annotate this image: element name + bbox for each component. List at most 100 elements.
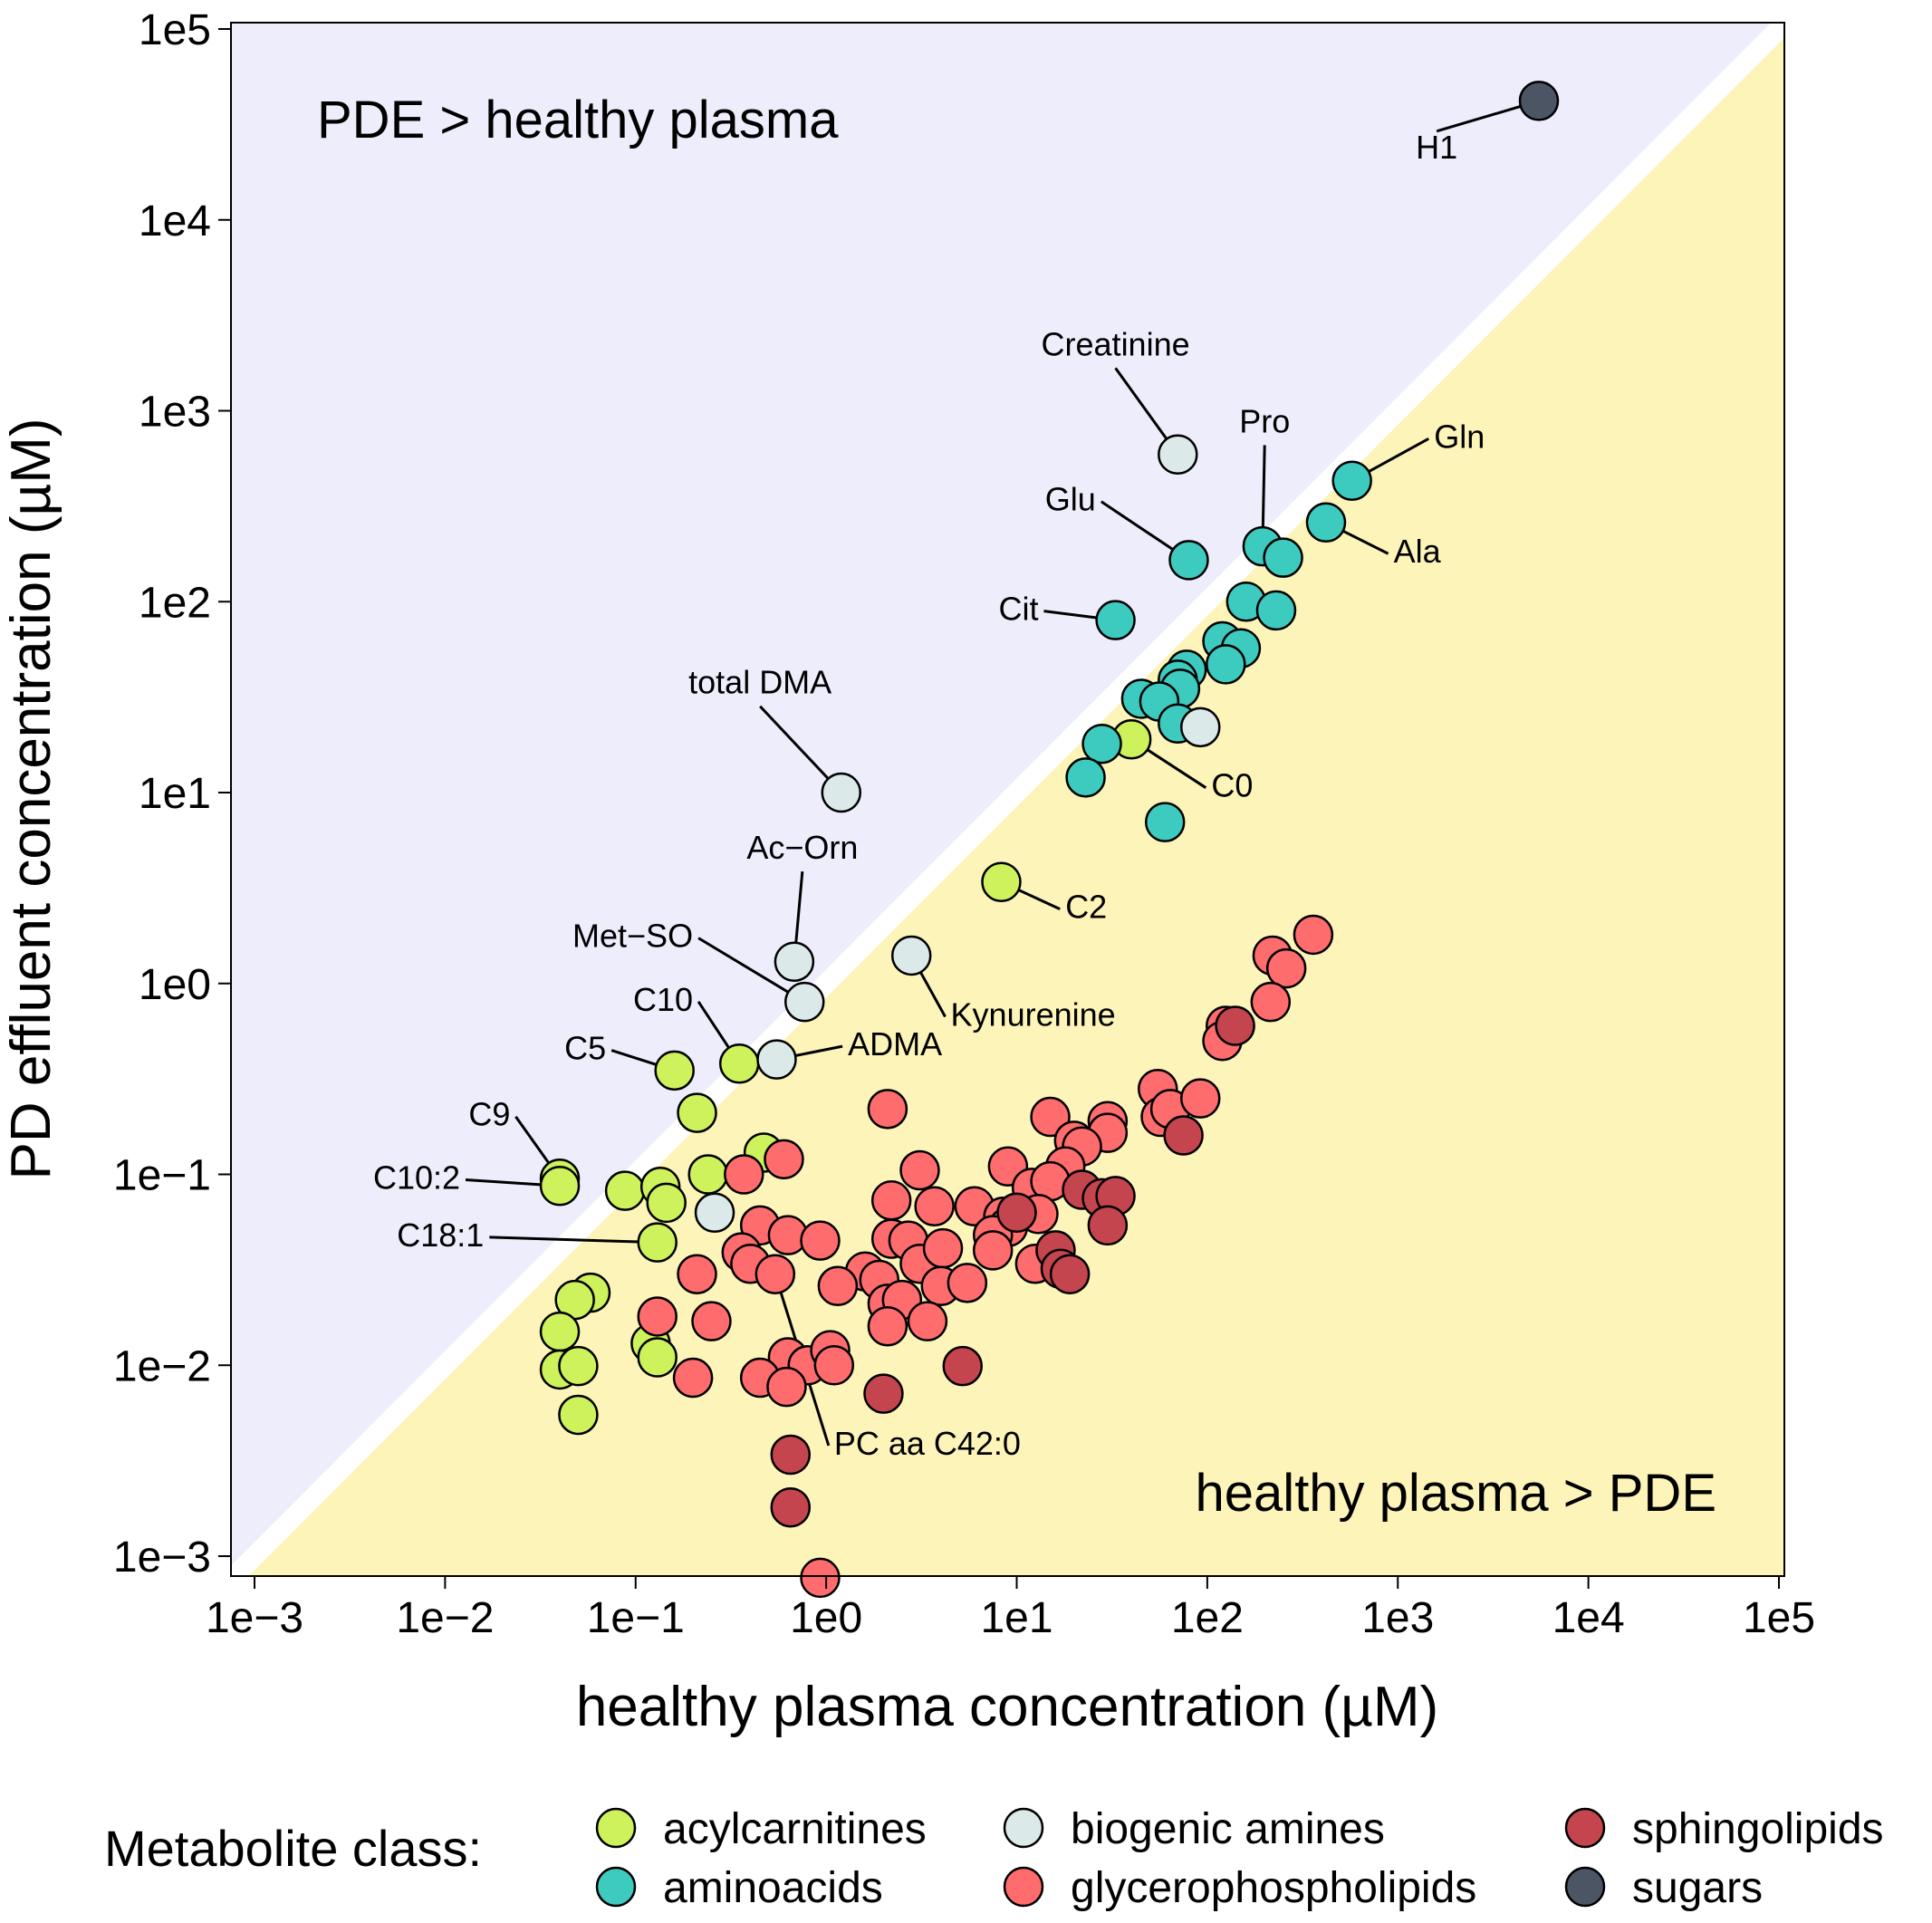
data-point <box>783 981 825 1023</box>
point-label: PC aa C42:0 <box>834 1425 1021 1462</box>
legend-swatch <box>1564 1807 1606 1849</box>
data-point <box>677 1092 717 1133</box>
data-point <box>1180 1078 1221 1119</box>
point-label: total DMA <box>688 664 831 701</box>
data-point <box>558 1345 599 1387</box>
y-tick-label: 1e−3 <box>113 1534 211 1582</box>
data-point <box>817 1265 859 1307</box>
y-tick-label: 1e3 <box>139 389 211 437</box>
data-point <box>646 1182 687 1224</box>
leader-line <box>697 937 806 1004</box>
data-point <box>694 1192 735 1234</box>
data-point <box>539 1165 581 1207</box>
point-label: C2 <box>1065 889 1107 926</box>
data-point <box>863 1373 904 1414</box>
data-point <box>996 1192 1037 1234</box>
data-point <box>1168 540 1209 581</box>
point-label: C10:2 <box>373 1159 460 1196</box>
legend-label: sugars <box>1632 1864 1763 1912</box>
data-point <box>558 1394 599 1436</box>
data-point <box>914 1186 955 1227</box>
data-point <box>1144 802 1186 842</box>
data-point <box>821 772 862 813</box>
data-point <box>867 1305 908 1347</box>
point-label: Gln <box>1434 418 1485 455</box>
point-label: Ac−Orn <box>746 829 858 866</box>
data-point <box>672 1357 714 1399</box>
data-point <box>774 941 815 982</box>
point-label: Kynurenine <box>951 996 1116 1034</box>
data-point <box>654 1050 695 1091</box>
data-point <box>813 1345 855 1386</box>
data-point <box>899 1149 940 1191</box>
legend-swatch <box>1003 1866 1044 1908</box>
legend: Metabolite class: acylcarnitines aminoaci… <box>104 1805 1884 1912</box>
data-point <box>1095 600 1136 640</box>
point-label: Creatinine <box>1042 325 1190 362</box>
data-point <box>604 1170 646 1211</box>
y-tick-label: 1e4 <box>139 197 211 245</box>
x-tick-label: 1e−1 <box>587 1594 685 1642</box>
legend-label: biogenic amines <box>1071 1805 1385 1853</box>
data-point <box>800 1557 841 1599</box>
x-tick-label: 1e3 <box>1361 1594 1434 1642</box>
data-point <box>770 1434 812 1476</box>
legend-swatch <box>595 1866 637 1908</box>
data-point <box>677 1254 717 1294</box>
y-tick-label: 1e1 <box>139 770 211 818</box>
data-point <box>724 1154 764 1195</box>
data-point <box>539 1311 581 1352</box>
y-tick-label: 1e2 <box>139 579 211 627</box>
data-point <box>1518 81 1560 121</box>
data-point <box>1049 1254 1091 1294</box>
annotation-labels: H1 Creatinine Pro Gln Glu Ala Cit total DMA C0 C2… <box>373 129 1485 1462</box>
point-label: C0 <box>1211 767 1253 804</box>
point-label: Met−SO <box>572 918 693 955</box>
legend-label: acylcarnitines <box>663 1805 927 1853</box>
point-label: Glu <box>1045 481 1096 518</box>
data-point <box>1263 537 1303 578</box>
data-point <box>637 1337 678 1378</box>
identity-line <box>231 23 1784 1576</box>
data-point <box>890 935 932 976</box>
point-label: Cit <box>998 591 1038 628</box>
data-point <box>867 1089 908 1130</box>
data-point <box>947 1263 988 1303</box>
x-tick-label: 1e1 <box>980 1594 1053 1642</box>
data-point <box>1255 590 1297 631</box>
data-point <box>755 1254 796 1294</box>
data-point <box>922 1227 964 1269</box>
region-label-pde-greater: PDE > healthy plasma <box>317 91 839 149</box>
data-point <box>972 1230 1014 1271</box>
legend-label: sphingolipids <box>1632 1805 1884 1853</box>
legend-swatch <box>595 1807 637 1849</box>
data-points <box>539 81 1560 1599</box>
data-point <box>764 1139 804 1180</box>
data-point <box>1163 1115 1204 1156</box>
data-point <box>1250 981 1292 1023</box>
data-point <box>1293 914 1334 956</box>
point-label: C10 <box>633 981 693 1018</box>
point-label: Pro <box>1239 402 1290 439</box>
data-point <box>1065 757 1106 798</box>
legend-title: Metabolite class: <box>104 1820 482 1877</box>
x-tick-label: 1e−2 <box>396 1594 494 1642</box>
point-label: Ala <box>1394 533 1442 570</box>
point-label: C9 <box>468 1096 510 1133</box>
x-tick-label: 1e4 <box>1552 1594 1625 1642</box>
data-point <box>800 1220 841 1261</box>
legend-label: glycerophospholipids <box>1071 1864 1476 1912</box>
data-point <box>942 1345 984 1387</box>
y-tick-label: 1e0 <box>139 961 211 1009</box>
data-point <box>637 1296 678 1337</box>
legend-swatch <box>1003 1807 1044 1849</box>
data-point <box>1087 1205 1129 1246</box>
x-axis-title: healthy plasma concentration (µM) <box>576 1676 1438 1738</box>
data-point <box>1206 644 1246 685</box>
point-label: ADMA <box>848 1025 942 1062</box>
x-tick-label: 1e0 <box>790 1594 862 1642</box>
data-point <box>1265 947 1307 989</box>
data-point <box>637 1222 678 1263</box>
y-axis-title: PD effluent concentration (µM) <box>0 418 62 1180</box>
data-point <box>691 1301 732 1341</box>
